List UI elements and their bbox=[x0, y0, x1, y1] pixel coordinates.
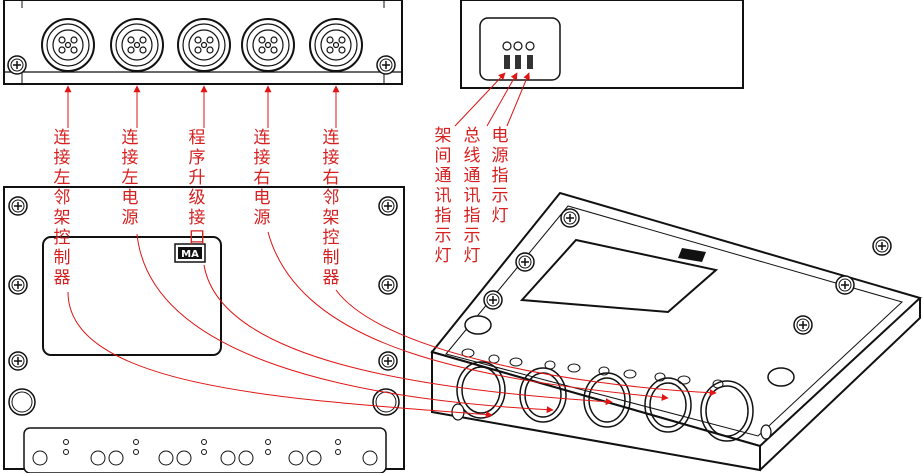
screw-icon bbox=[872, 236, 892, 256]
led-icon bbox=[525, 41, 535, 51]
label-left-controller: 连接左邻架控制器 bbox=[53, 128, 71, 288]
screw-icon bbox=[483, 290, 503, 310]
screw-icon bbox=[378, 351, 398, 371]
label-right-power: 连接右电源 bbox=[253, 128, 271, 228]
screw-icon bbox=[8, 275, 28, 295]
screw-icon bbox=[560, 208, 580, 228]
screw-icon bbox=[835, 275, 855, 295]
led-icon bbox=[502, 41, 512, 51]
screw-icon bbox=[515, 252, 535, 272]
screw-icon bbox=[8, 351, 28, 371]
connector-program-port bbox=[177, 18, 231, 72]
label-bus-led: 总线通讯指示灯 bbox=[463, 126, 481, 266]
led-icon bbox=[513, 41, 523, 51]
annotation-arrows bbox=[64, 72, 530, 128]
label-power-led: 电源指示灯 bbox=[491, 126, 509, 226]
label-left-power: 连接左电源 bbox=[121, 128, 139, 228]
label-program-port: 程序升级接口 bbox=[188, 128, 206, 248]
indicator-panel bbox=[460, 0, 744, 89]
controller-front-face: MA bbox=[3, 186, 405, 473]
label-right-controller: 连接右邻架控制器 bbox=[322, 128, 340, 288]
connector-panel bbox=[3, 0, 403, 85]
connector-right-controller bbox=[309, 18, 363, 72]
screw-icon bbox=[793, 315, 813, 335]
screw-icon bbox=[8, 196, 28, 216]
connector-right-power bbox=[241, 18, 295, 72]
ma-badge-text: MA bbox=[181, 249, 199, 260]
screw-icon bbox=[378, 196, 398, 216]
connector-left-controller bbox=[41, 18, 95, 72]
controller-isometric-view bbox=[430, 191, 922, 472]
screw-icon bbox=[376, 55, 396, 75]
label-interframe-led: 架间通讯指示灯 bbox=[434, 126, 452, 266]
screw-icon bbox=[378, 275, 398, 295]
port-mapping-curves bbox=[67, 231, 717, 418]
connector-left-power bbox=[110, 18, 164, 72]
screw-icon bbox=[7, 55, 27, 75]
